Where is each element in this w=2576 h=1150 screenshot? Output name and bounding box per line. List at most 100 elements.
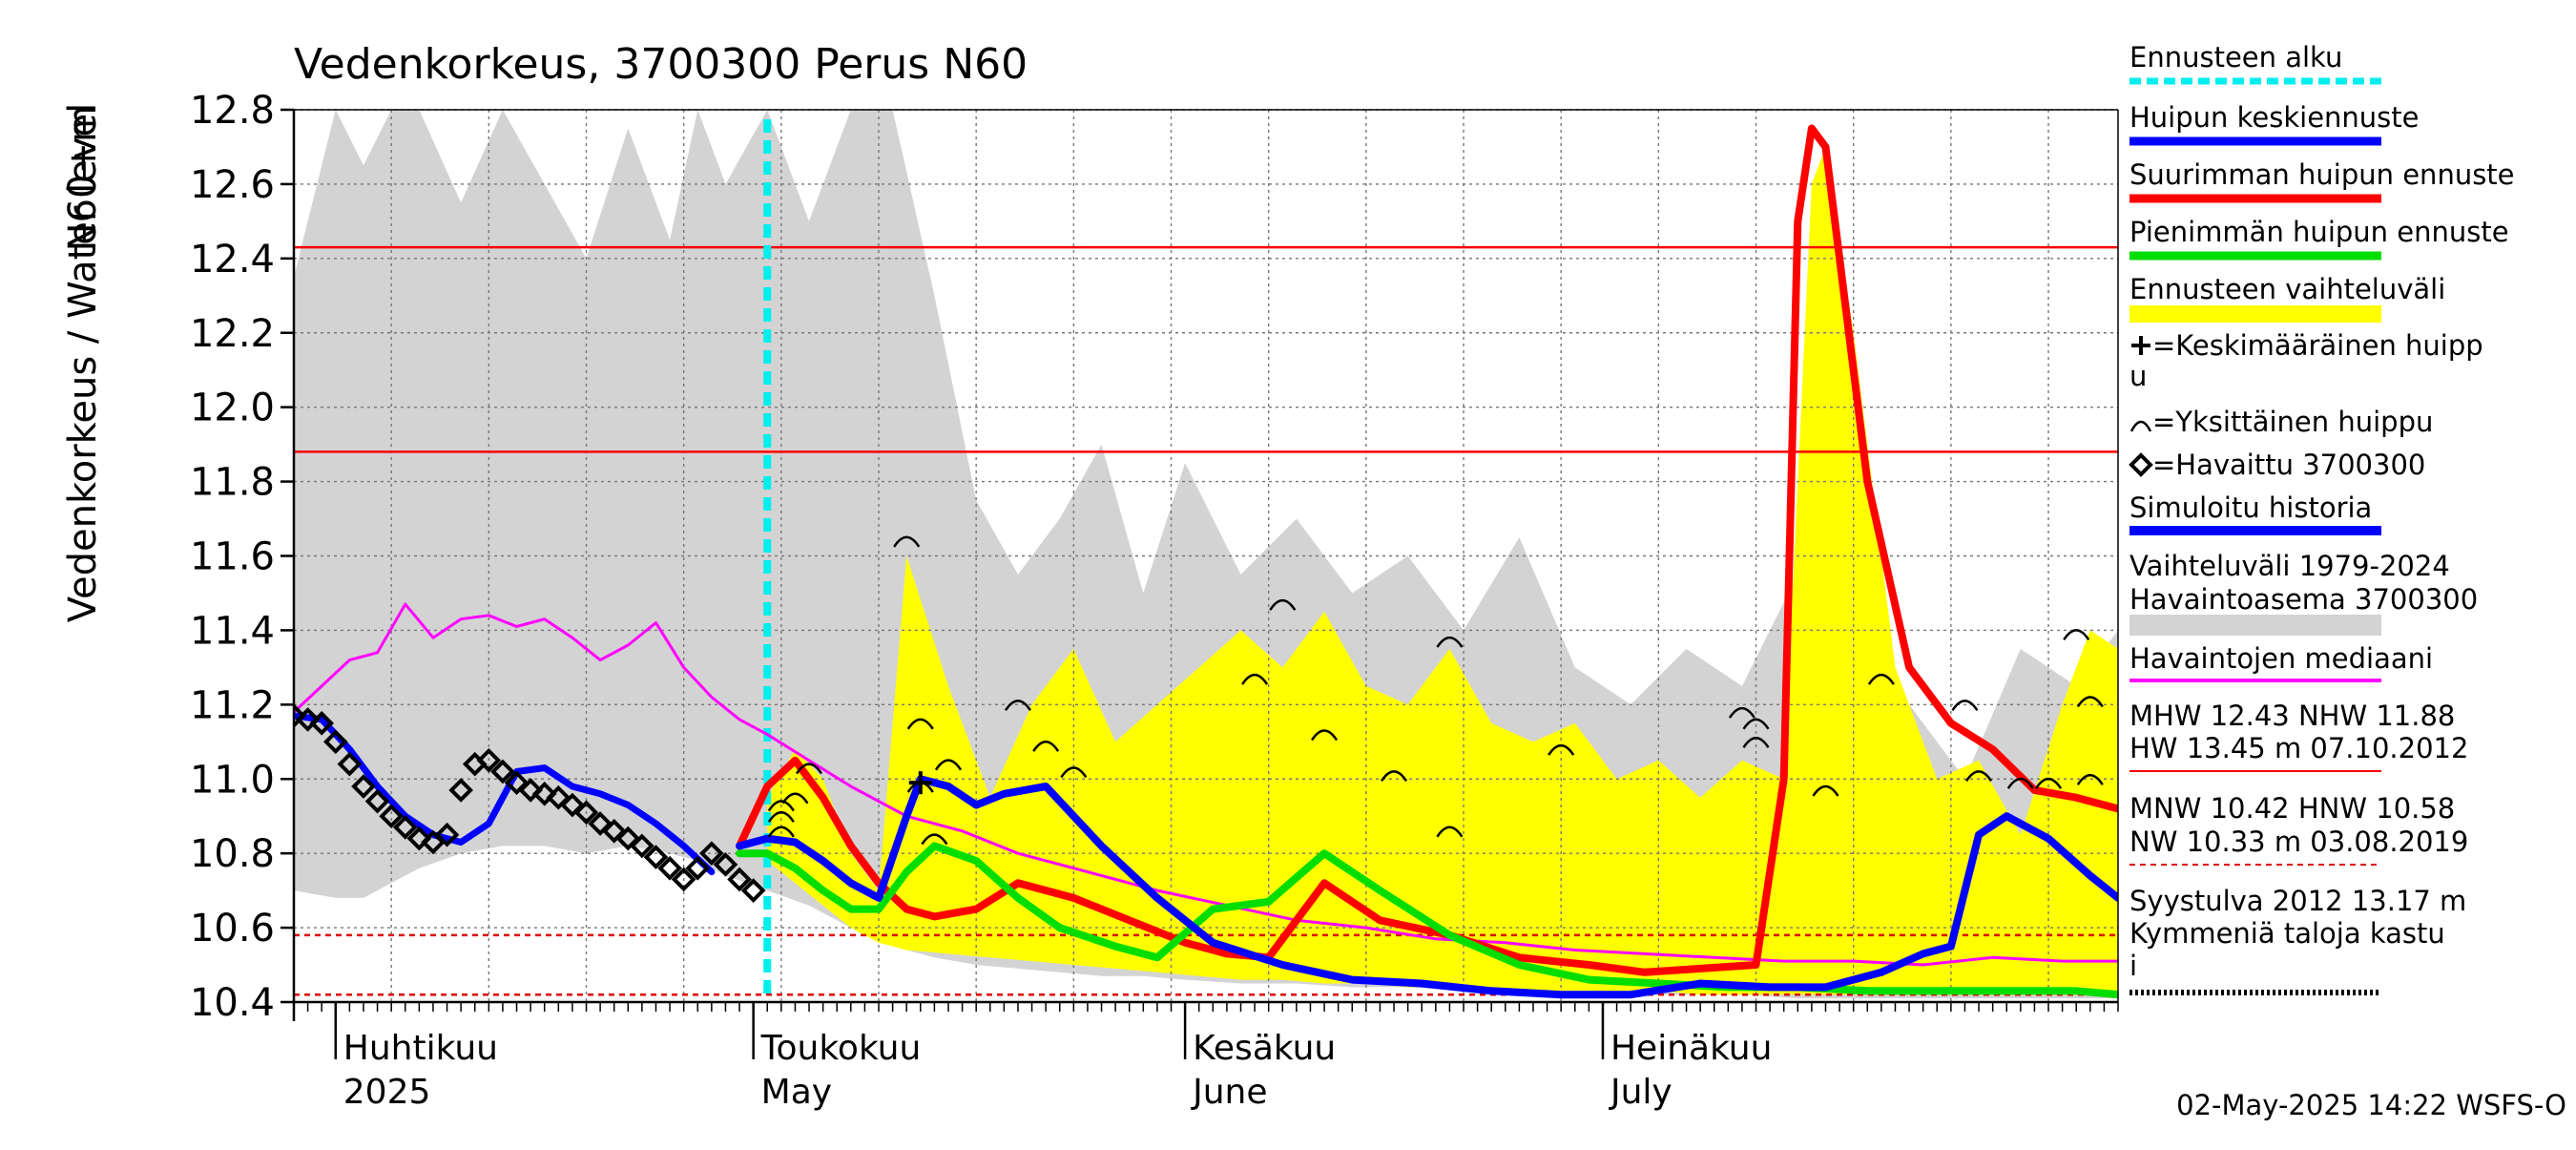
y-tick-label: 10.4 [190,981,275,1025]
series-lines-layer [294,124,2118,999]
peak-marker [1004,700,1032,712]
observed-marker [601,818,627,844]
peak-marker [767,810,795,823]
observed-marker [518,778,543,803]
series-line [294,602,2118,967]
month-label-en: May [761,1073,832,1112]
y-tick-label: 11.6 [190,535,275,579]
peak-marker [1742,737,1770,748]
legend-mnw-label: MNW 10.42 HNW 10.58 [2129,792,2455,825]
observed-marker [379,804,404,829]
observed-marker [573,800,599,826]
peak-marker [1380,770,1408,783]
observed-marker [546,784,571,810]
month-label-fi: Toukokuu [760,1029,922,1068]
chart-title: Vedenkorkeus, 3700300 Perus N60 [294,40,1028,89]
footer-timestamp: 02-May-2025 14:22 WSFS-O [2176,1089,2566,1121]
legend-swatch [2129,615,2381,636]
observed-marker [504,770,530,795]
peak-marker [1742,718,1770,730]
legend-sim-history-label: Simuloitu historia [2129,491,2372,524]
observed-marker [630,833,654,859]
observed-marker [364,788,390,814]
peak-marker [795,763,823,775]
series-line [294,712,716,876]
peak-marker [921,833,948,846]
peak-marker [1548,743,1575,756]
month-label-fi: Kesäkuu [1193,1029,1336,1068]
legend-median-label: Havaintojen mediaani [2129,642,2433,675]
observed-marker [448,778,473,803]
y-tick-label: 12.0 [190,387,275,430]
observed-marker [294,703,306,728]
legend-label: Pienimmän huipun ennuste [2129,216,2509,248]
peak-marker [1032,740,1060,752]
observed-marker [615,826,641,851]
legend-single-peak-label: =Yksittäinen huippu [2152,406,2433,438]
markers-layer [294,535,2104,903]
legend-label: Huipun keskiennuste [2129,101,2420,134]
legend-avg-peak-label-cont: u [2129,360,2147,392]
y-tick-label: 12.6 [190,163,275,207]
peak-marker [1241,673,1269,685]
observed-marker [309,710,335,736]
peak-marker [1965,770,1993,783]
y-axis-label: Vedenkorkeus / Water level [61,103,105,622]
y-tick-label: 10.8 [190,832,275,876]
observed-marker [490,759,515,784]
legend-range-label-2: Havaintoasema 3700300 [2129,583,2478,616]
y-tick-label: 11.4 [190,609,275,653]
y-tick-label: 12.8 [190,89,275,133]
legend-event-label: Syystulva 2012 13.17 m [2129,885,2466,917]
observed-marker [434,822,460,847]
peak-marker [1311,729,1339,742]
legend-event-label-3: i [2129,950,2137,982]
legend: Ennusteen alku Huipun keskiennuste Suurimm… [2129,41,2515,995]
observed-marker [392,815,418,840]
peak-marker [767,800,795,812]
peak-marker [2076,696,2104,708]
observed-marker [476,747,502,773]
month-label-fi: Huhtikuu [343,1029,498,1068]
observed-marker [531,782,557,806]
peak-marker [781,792,809,805]
observed-marker [351,774,376,799]
y-tick-label: 11.2 [190,683,275,727]
grid-layer [294,109,2118,1003]
peak-marker [1728,706,1755,719]
peak-marker [906,718,934,730]
observed-marker [322,729,348,755]
legend-diamond-icon [2129,452,2153,477]
legend-nw-label: NW 10.33 m 03.08.2019 [2129,826,2468,858]
y-tick-label: 12.2 [190,312,275,356]
y-tick-label: 10.6 [190,907,275,951]
peak-marker [1060,766,1088,779]
series-line [736,775,2118,999]
legend-mhw-label: MHW 12.43 NHW 11.88 [2129,700,2455,732]
observed-marker [740,878,766,903]
month-label-en: 2025 [343,1073,431,1112]
legend-arc-icon [2129,420,2152,432]
observed-marker [671,867,696,892]
month-label-en: June [1191,1073,1267,1112]
legend-label: Suurimman huipun ennuste [2129,158,2515,191]
legend-label: Ennusteen alku [2129,41,2342,73]
y-axis-unit-label: N60+m [61,105,105,251]
peak-marker [1269,598,1297,611]
peak-marker [1436,826,1464,838]
peak-marker [2076,774,2104,785]
observed-marker [713,852,738,877]
peak-marker [2034,777,2063,789]
peak-marker [1951,700,1979,712]
peak-marker [1812,784,1839,797]
legend-swatch [2129,305,2381,323]
legend-label: Ennusteen vaihteluväli [2129,273,2445,305]
peak-marker [2063,629,2090,641]
legend-range-label: Vaihteluväli 1979-2024 [2129,550,2450,582]
peak-marker [893,535,921,548]
legend-avg-peak-label: =Keskimääräinen huipp [2152,329,2483,362]
peak-marker [1867,673,1895,685]
axes-layer: 10.4 10.6 10.8 11.0 11.2 11.4 11.6 11.8 12.0 12.2… [190,89,2119,1112]
observed-marker [657,855,682,881]
